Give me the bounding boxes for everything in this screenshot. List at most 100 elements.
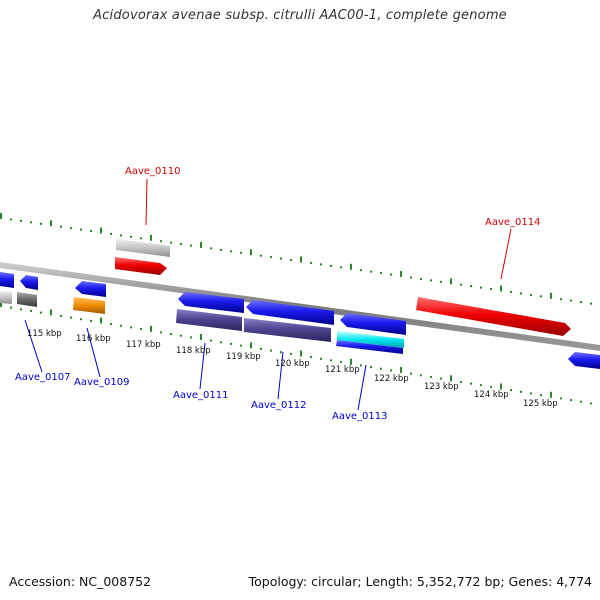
scale-major-tick — [400, 271, 402, 277]
scale-major-tick — [300, 350, 302, 357]
scale-label: 121 kbp — [325, 365, 360, 375]
scale-minor-tick — [70, 316, 72, 319]
scale-minor-tick — [20, 219, 22, 222]
gene-aave-0110-arrow[interactable] — [115, 257, 167, 275]
scale-minor-tick — [160, 240, 162, 243]
scale-label: 118 kbp — [176, 346, 211, 356]
scale-minor-tick — [140, 237, 142, 240]
scale-minor-tick — [80, 228, 82, 231]
scale-minor-tick — [40, 311, 42, 314]
scale-major-tick — [100, 227, 102, 234]
gene-right-edge-arrow[interactable] — [568, 352, 600, 369]
scale-minor-tick — [120, 324, 122, 327]
scale-minor-tick — [460, 380, 462, 383]
scale-minor-tick — [510, 389, 512, 392]
scale-label: 117 kbp — [126, 340, 161, 350]
gene-left-edge-feature[interactable] — [0, 272, 14, 288]
leader-aave-0113 — [357, 364, 367, 411]
scale-minor-tick — [440, 280, 442, 283]
gene-aave-0112-upper-arrow[interactable] — [246, 300, 334, 325]
leader-aave-0109 — [86, 327, 101, 378]
scale-major-tick — [400, 367, 402, 373]
scale-minor-tick — [80, 318, 82, 321]
gene-aave-0113-base[interactable] — [336, 340, 403, 354]
outer-scale-track — [0, 213, 592, 305]
scale-major-tick — [150, 234, 152, 241]
gene-label-aave-0107[interactable]: Aave_0107 — [15, 372, 71, 383]
scale-minor-tick — [580, 301, 582, 304]
scale-minor-tick — [370, 366, 372, 369]
scale-major-tick — [150, 325, 152, 332]
scale-minor-tick — [280, 257, 282, 260]
scale-minor-tick — [420, 374, 422, 377]
scale-major-tick — [550, 391, 552, 398]
scale-minor-tick — [530, 392, 532, 395]
gene-label-aave-0110[interactable]: Aave_0110 — [125, 166, 181, 177]
scale-minor-tick — [460, 283, 462, 286]
scale-label: 116 kbp — [76, 334, 111, 344]
scale-major-tick — [450, 278, 452, 285]
leader-aave-0111 — [199, 342, 206, 390]
gene-left-small-arrow[interactable] — [20, 275, 38, 290]
gene-aave-0109-feature[interactable] — [73, 297, 105, 314]
scale-major-tick — [250, 249, 252, 256]
scale-minor-tick — [10, 218, 12, 221]
scale-minor-tick — [230, 250, 232, 253]
scale-minor-tick — [540, 295, 542, 298]
gene-label-aave-0112[interactable]: Aave_0112 — [251, 400, 307, 411]
gene-aave-0110-feature[interactable] — [116, 239, 170, 257]
gene-left-gray-feature[interactable] — [0, 291, 12, 304]
gene-label-aave-0109[interactable]: Aave_0109 — [74, 377, 130, 388]
scale-minor-tick — [290, 352, 292, 355]
gene-aave-0113-upper-arrow[interactable] — [340, 313, 406, 335]
scale-major-tick — [500, 285, 502, 292]
scale-minor-tick — [310, 261, 312, 264]
gene-aave-0111-feature[interactable] — [176, 309, 242, 331]
scale-label: 119 kbp — [226, 352, 261, 362]
scale-minor-tick — [570, 399, 572, 402]
gene-aave-0107-feature[interactable] — [17, 292, 37, 307]
scale-minor-tick — [390, 273, 392, 276]
scale-minor-tick — [340, 266, 342, 269]
scale-minor-tick — [470, 382, 472, 385]
gene-aave-0113-feature[interactable] — [337, 331, 404, 348]
gene-label-aave-0113[interactable]: Aave_0113 — [332, 411, 388, 422]
scale-label: 122 kbp — [374, 374, 409, 384]
scale-minor-tick — [180, 334, 182, 337]
scale-minor-tick — [540, 394, 542, 397]
scale-minor-tick — [440, 377, 442, 380]
scale-minor-tick — [480, 286, 482, 289]
scale-minor-tick — [90, 319, 92, 322]
gene-aave-0109-upper-arrow[interactable] — [75, 281, 106, 297]
scale-minor-tick — [30, 309, 32, 312]
leader-aave-0112 — [277, 351, 284, 400]
scale-major-tick — [50, 309, 52, 316]
scale-minor-tick — [330, 359, 332, 362]
scale-label: 123 kbp — [424, 382, 459, 392]
scale-major-tick — [250, 342, 252, 349]
scale-major-tick — [200, 334, 202, 340]
gene-aave-0112-feature[interactable] — [244, 318, 331, 342]
leader-aave-0114 — [500, 228, 512, 280]
gene-aave-0111-upper-arrow[interactable] — [178, 292, 244, 313]
scale-minor-tick — [240, 344, 242, 347]
scale-minor-tick — [260, 347, 262, 350]
scale-minor-tick — [240, 251, 242, 254]
scale-minor-tick — [490, 288, 492, 291]
scale-major-tick — [350, 358, 352, 365]
scale-minor-tick — [260, 254, 262, 257]
scale-minor-tick — [10, 306, 12, 309]
scale-minor-tick — [220, 341, 222, 344]
gene-aave-0114-arrow[interactable] — [416, 297, 571, 336]
scale-major-tick — [0, 301, 2, 307]
scale-minor-tick — [580, 400, 582, 403]
scale-minor-tick — [520, 292, 522, 295]
scale-minor-tick — [230, 342, 232, 345]
scale-major-tick — [450, 375, 452, 382]
gene-label-aave-0114[interactable]: Aave_0114 — [485, 217, 541, 228]
scale-minor-tick — [130, 326, 132, 329]
gene-label-aave-0111[interactable]: Aave_0111 — [173, 390, 229, 401]
scale-minor-tick — [430, 375, 432, 378]
scale-minor-tick — [110, 232, 112, 235]
